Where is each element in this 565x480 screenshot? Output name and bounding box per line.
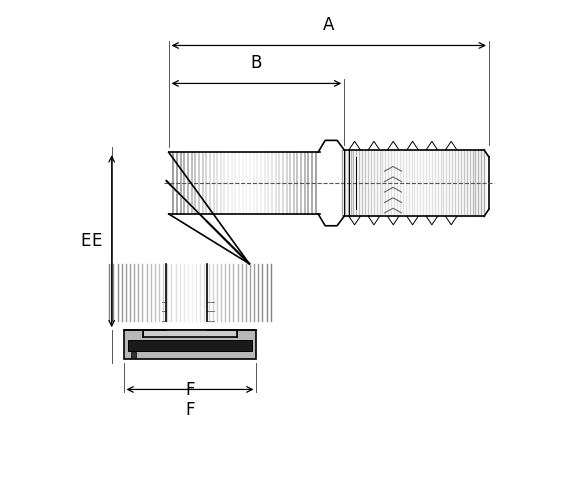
Polygon shape [240,254,245,260]
Polygon shape [212,227,231,246]
Polygon shape [229,244,240,254]
Text: E: E [92,232,102,250]
Polygon shape [246,261,249,263]
Polygon shape [185,200,217,231]
Polygon shape [178,192,213,228]
Text: E: E [80,232,91,250]
Polygon shape [185,199,216,231]
Polygon shape [220,235,235,250]
Polygon shape [219,233,234,249]
Polygon shape [221,236,236,251]
Polygon shape [173,188,211,225]
Polygon shape [204,218,227,241]
Text: A: A [323,16,334,34]
Polygon shape [228,242,239,253]
Polygon shape [214,228,232,246]
Text: F: F [185,401,195,420]
Polygon shape [168,182,207,222]
Polygon shape [199,213,224,239]
Polygon shape [188,202,218,233]
Polygon shape [170,184,208,223]
Bar [124,330,257,359]
Polygon shape [210,224,230,244]
Polygon shape [195,209,222,236]
Polygon shape [167,181,207,221]
Polygon shape [181,196,215,229]
Polygon shape [182,197,215,230]
Polygon shape [167,182,207,222]
Polygon shape [168,182,207,222]
Polygon shape [243,257,247,261]
Polygon shape [166,181,207,221]
Polygon shape [244,259,247,262]
Polygon shape [217,231,233,248]
Polygon shape [168,183,208,222]
Polygon shape [216,230,233,247]
Polygon shape [186,201,218,232]
Text: B: B [251,54,262,72]
Polygon shape [170,184,208,223]
Bar [131,352,136,358]
Polygon shape [179,193,214,228]
Polygon shape [167,181,207,222]
Polygon shape [173,187,210,225]
Polygon shape [166,180,207,221]
Polygon shape [169,183,208,223]
Polygon shape [171,185,209,224]
Polygon shape [172,186,210,224]
Polygon shape [207,221,228,242]
Polygon shape [196,211,223,237]
Polygon shape [194,208,221,236]
Polygon shape [247,262,249,264]
Text: F: F [185,381,195,399]
Polygon shape [223,238,237,251]
Polygon shape [174,189,211,226]
Polygon shape [211,226,231,245]
Polygon shape [167,181,207,221]
Polygon shape [177,192,212,227]
Polygon shape [206,220,228,242]
Polygon shape [197,212,223,238]
Polygon shape [176,190,212,226]
Bar [142,330,237,337]
Polygon shape [203,217,226,240]
Polygon shape [184,198,216,230]
Polygon shape [201,216,225,240]
Polygon shape [233,247,242,256]
Polygon shape [231,246,241,255]
Polygon shape [208,223,229,243]
Polygon shape [171,185,209,223]
Polygon shape [238,252,244,259]
Polygon shape [172,187,210,224]
Polygon shape [200,215,225,239]
Polygon shape [241,255,246,260]
Bar [128,340,251,351]
Polygon shape [167,181,207,221]
Polygon shape [167,181,207,221]
Polygon shape [175,189,211,226]
Polygon shape [189,204,219,233]
Polygon shape [225,240,237,252]
Polygon shape [192,207,221,235]
Polygon shape [227,241,238,253]
Polygon shape [234,249,242,257]
Polygon shape [236,251,244,258]
Polygon shape [191,205,220,234]
Polygon shape [176,191,212,227]
Polygon shape [180,194,214,228]
Polygon shape [190,204,219,234]
Polygon shape [168,183,208,222]
Polygon shape [166,180,207,221]
Polygon shape [181,195,215,229]
